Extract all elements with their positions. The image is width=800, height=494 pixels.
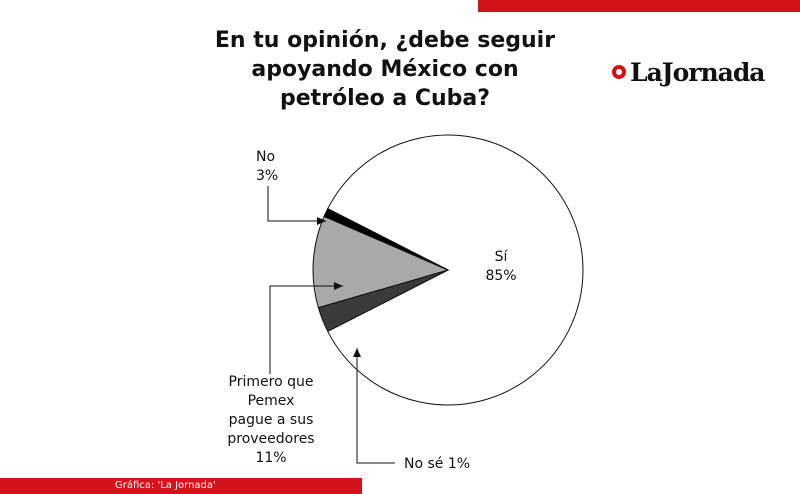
logo-text: LaJornada <box>630 57 766 87</box>
leader-lines <box>267 186 395 464</box>
logo-circle-icon <box>612 65 626 79</box>
leader-no-arrowhead <box>317 217 326 225</box>
chart-title: En tu opinión, ¿debe seguir apoyando Méx… <box>214 28 556 111</box>
la-jornada-logo: LaJornada <box>612 57 766 87</box>
slice-labels: Sí 85% No 3% Primero que Pemex pague a sus prov… <box>227 149 516 472</box>
pie-slices <box>312 134 584 406</box>
slice-si <box>327 134 584 406</box>
label-primero: Primero que Pemex pague a sus proveedores 11… <box>227 374 314 466</box>
slice-nose <box>323 208 449 271</box>
leader-nose-arrowhead <box>353 348 361 357</box>
leader-primero <box>269 285 343 374</box>
leader-no <box>267 186 326 222</box>
bottom-accent-bar <box>0 478 362 494</box>
label-no: No 3% <box>256 149 278 184</box>
label-si: Sí 85% <box>485 249 516 284</box>
slice-primero <box>312 215 450 309</box>
leader-nose <box>356 348 395 464</box>
leader-primero-arrowhead <box>334 282 343 290</box>
source-credit: Gráfica: 'La Jornada' <box>115 480 216 491</box>
label-nose: No sé 1% <box>404 456 470 472</box>
top-accent-bar <box>478 0 800 12</box>
